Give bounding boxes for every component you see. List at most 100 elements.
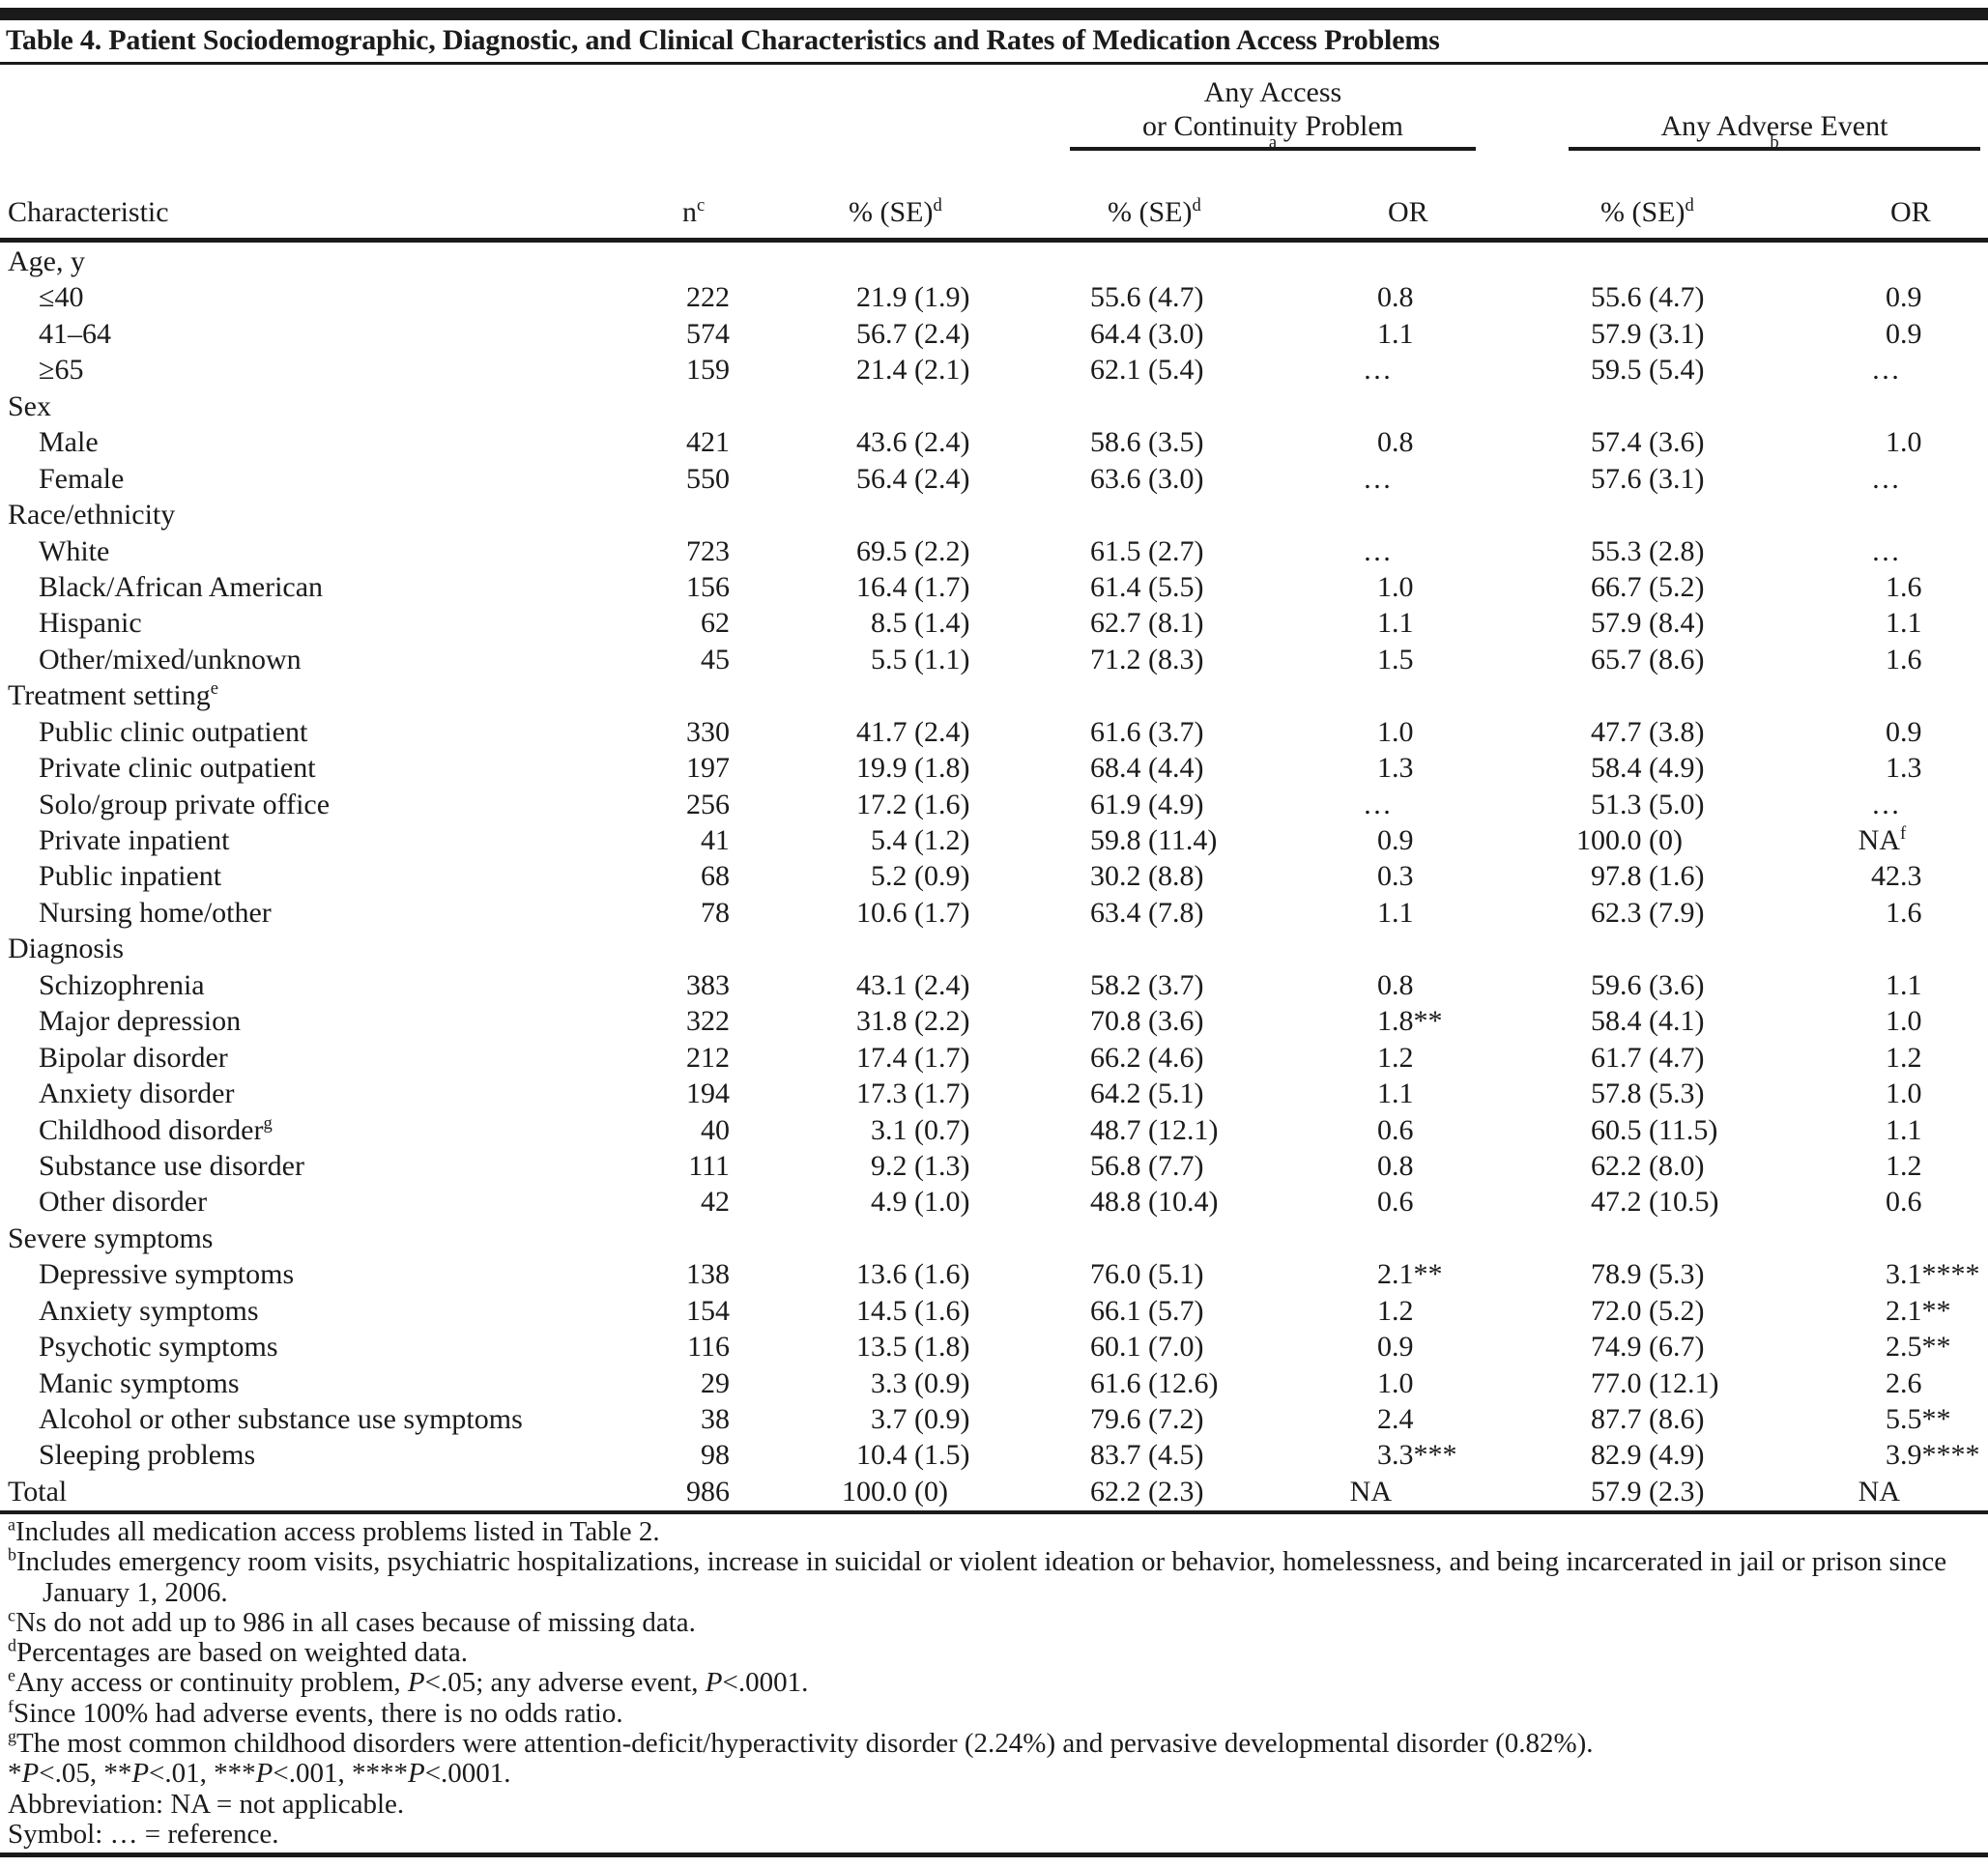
cell: 97.8 (1.6) [1591,860,1705,893]
cell: 62.7 (8.1) [1090,607,1204,640]
row-label: Race/ethnicity [8,499,176,531]
cell: 62 [701,607,730,640]
cell: 13.6 (1.6) [856,1258,970,1291]
cell: 5.5 (1.1) [871,643,970,675]
cell: 43.6 (2.4) [856,426,970,459]
cell: 62.2 (8.0) [1591,1149,1705,1182]
row-label: Treatment settinge [8,678,218,712]
cell: 76.0 (5.1) [1090,1258,1204,1291]
section-row: Age, y [0,244,1988,279]
table-row: Schizophrenia 383 43.1 (2.4) 58.2 (3.7) 0.8 5… [0,967,1988,1003]
cell: 68.4 (4.4) [1090,752,1204,785]
cell: 21.4 (2.1) [856,354,970,387]
cell: 159 [686,354,730,387]
section-row: Race/ethnicity [0,497,1988,532]
footnote: eAny access or continuity problem, P<.05… [8,1665,809,1699]
spanner-any-access-problem: Any Access or Continuity Problem a [1142,76,1403,153]
cell: 74.9 (6.7) [1591,1331,1705,1364]
row-label: Male [39,426,99,459]
row-label: Other disorder [39,1186,208,1219]
column-header-access-pct-se: % (SE)d [1108,195,1201,228]
cell: 1.1 [1377,317,1414,350]
bottom-rule [0,1853,1988,1857]
table-row: Substance use disorder 111 9.2 (1.3) 56.8 (… [0,1148,1988,1184]
cell: 3.3*** [1377,1439,1457,1472]
cell: 0.9 [1886,715,1922,748]
cell: 57.8 (5.3) [1591,1077,1705,1110]
cell: 1.1 [1377,896,1414,929]
cell: 98 [701,1439,730,1472]
table-row: White 723 69.5 (2.2) 61.5 (2.7)… 55.3 (2.8)… [0,533,1988,569]
cell: 1.2 [1377,1294,1414,1327]
table-row: Psychotic symptoms 116 13.5 (1.8) 60.1 (7.0… [0,1329,1988,1364]
cell: 56.7 (2.4) [856,317,970,350]
section-row: Treatment settinge [0,677,1988,713]
table-row: Childhood disorderg 40 3.1 (0.7) 48.7 (12.1… [0,1112,1988,1148]
cell: 57.9 (8.4) [1591,607,1705,640]
cell: 83.7 (4.5) [1090,1439,1204,1472]
cell: 212 [686,1041,730,1074]
cell: 72.0 (5.2) [1591,1294,1705,1327]
table-row: Major depression 322 31.8 (2.2) 70.8 (3.6) 1… [0,1003,1988,1039]
table-row: Black/African American 156 16.4 (1.7) 61.4 … [0,569,1988,605]
cell: 100.0 (0) [842,1475,948,1508]
cell: 59.8 (11.4) [1090,824,1218,856]
cell: 30.2 (8.8) [1090,860,1204,893]
cell: 55.6 (4.7) [1591,281,1705,314]
cell: 61.7 (4.7) [1591,1041,1705,1074]
cell: … [1363,534,1392,567]
cell: … [1363,788,1392,820]
cell: 2.1** [1377,1258,1443,1291]
column-header-adverse-or: OR [1890,196,1931,228]
cell: 1.0 [1886,1005,1922,1038]
cell: 1.0 [1886,426,1922,459]
cell: 330 [686,715,730,748]
cell: 66.1 (5.7) [1090,1294,1204,1327]
section-row: Sex [0,388,1988,424]
cell: 45 [701,643,730,675]
cell: 1.0 [1377,1366,1414,1399]
table-title: Table 4. Patient Sociodemographic, Diagn… [6,24,1440,56]
cell: 4.9 (1.0) [871,1186,970,1219]
table-row: ≥65 159 21.4 (2.1) 62.1 (5.4)… 59.5 (5.4)… [0,352,1988,388]
cell: 70.8 (3.6) [1090,1005,1204,1038]
row-label: Hispanic [39,607,142,640]
cell: 17.2 (1.6) [856,788,970,820]
cell: 550 [686,462,730,495]
cell: 1.2 [1886,1149,1922,1182]
row-label: Total [8,1475,68,1508]
cell: 1.2 [1377,1041,1414,1074]
cell: 0.6 [1886,1186,1922,1219]
cell: 57.6 (3.1) [1591,462,1705,495]
cell: 111 [688,1149,730,1182]
cell: 58.4 (4.1) [1591,1005,1705,1038]
cell: 61.5 (2.7) [1090,534,1204,567]
cell: 1.1 [1886,607,1922,640]
table-row: Hispanic 62 8.5 (1.4) 62.7 (8.1) 1.1 57.9 (8.… [0,605,1988,641]
cell: 1.8** [1377,1005,1443,1038]
cell: … [1871,354,1900,387]
cell: 58.6 (3.5) [1090,426,1204,459]
cell: 1.1 [1377,1077,1414,1110]
cell: 100.0 (0) [1576,824,1683,856]
table-row: Other disorder 42 4.9 (1.0) 48.8 (10.4) 0.6 4… [0,1184,1988,1220]
section-row: Severe symptoms [0,1221,1988,1256]
column-header-access-or: OR [1388,196,1428,228]
cell: 0.8 [1377,281,1414,314]
cell: … [1871,462,1900,495]
cell: 194 [686,1077,730,1110]
footnote: cNs do not add up to 986 in all cases be… [8,1605,696,1638]
header-rule [0,238,1988,243]
cell: 0.3 [1377,860,1414,893]
column-header-characteristic: Characteristic [8,196,169,228]
cell: 59.5 (5.4) [1591,354,1705,387]
cell: 138 [686,1258,730,1291]
footnote: Abbreviation: NA = not applicable. [8,1788,405,1820]
row-label: ≥65 [39,354,84,387]
cell: 2.6 [1886,1366,1922,1399]
cell: 77.0 (12.1) [1591,1366,1719,1399]
row-label: Nursing home/other [39,896,272,929]
row-label: ≤40 [39,281,84,314]
footnote: fSince 100% had adverse events, there is… [8,1696,623,1729]
cell: 0.9 [1886,317,1922,350]
